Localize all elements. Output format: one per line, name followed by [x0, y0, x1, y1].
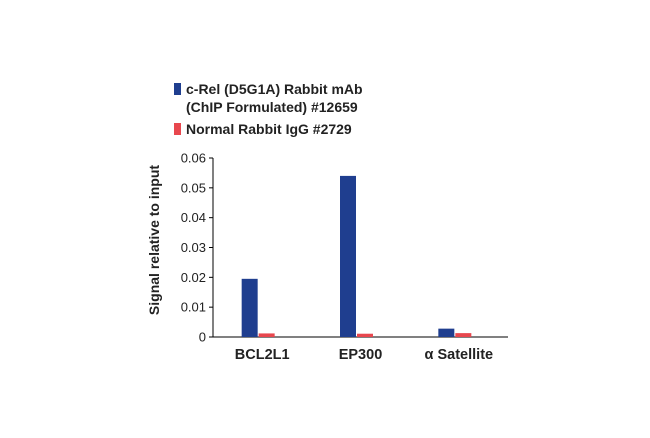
legend-label-crel-line1: c-Rel (D5G1A) Rabbit mAb [186, 81, 363, 97]
legend-swatch-igg [174, 123, 181, 135]
legend-label-crel-line2: (ChIP Formulated) #12659 [186, 99, 358, 115]
bar-crel-2 [438, 328, 455, 337]
legend-label-igg: Normal Rabbit IgG #2729 [186, 121, 352, 137]
y-tick-label: 0 [199, 330, 206, 345]
bar-crel-1 [340, 175, 356, 337]
bars [241, 175, 472, 337]
bar-igg-1 [357, 333, 373, 337]
bar-crel-0 [241, 278, 258, 337]
x-category-label: EP300 [339, 347, 383, 363]
category-labels: BCL2L1 EP300 α Satellite [235, 347, 493, 363]
x-category-label: BCL2L1 [235, 347, 290, 363]
legend: c-Rel (D5G1A) Rabbit mAb (ChIP Formulate… [174, 81, 363, 137]
bar-igg-2 [455, 333, 472, 337]
legend-swatch-crel [174, 83, 181, 95]
y-tick-label: 0.06 [181, 151, 206, 166]
bar-igg-0 [258, 333, 275, 337]
y-tick-label: 0.03 [181, 240, 206, 255]
x-category-label: α Satellite [425, 347, 494, 363]
y-axis-label: Signal relative to input [146, 165, 162, 315]
y-tick-label: 0.02 [181, 270, 206, 285]
y-ticks: 0 0.01 0.02 0.03 0.04 0.05 0.06 [181, 151, 213, 345]
y-tick-label: 0.05 [181, 180, 206, 195]
y-tick-label: 0.04 [181, 210, 206, 225]
y-tick-label: 0.01 [181, 300, 206, 315]
